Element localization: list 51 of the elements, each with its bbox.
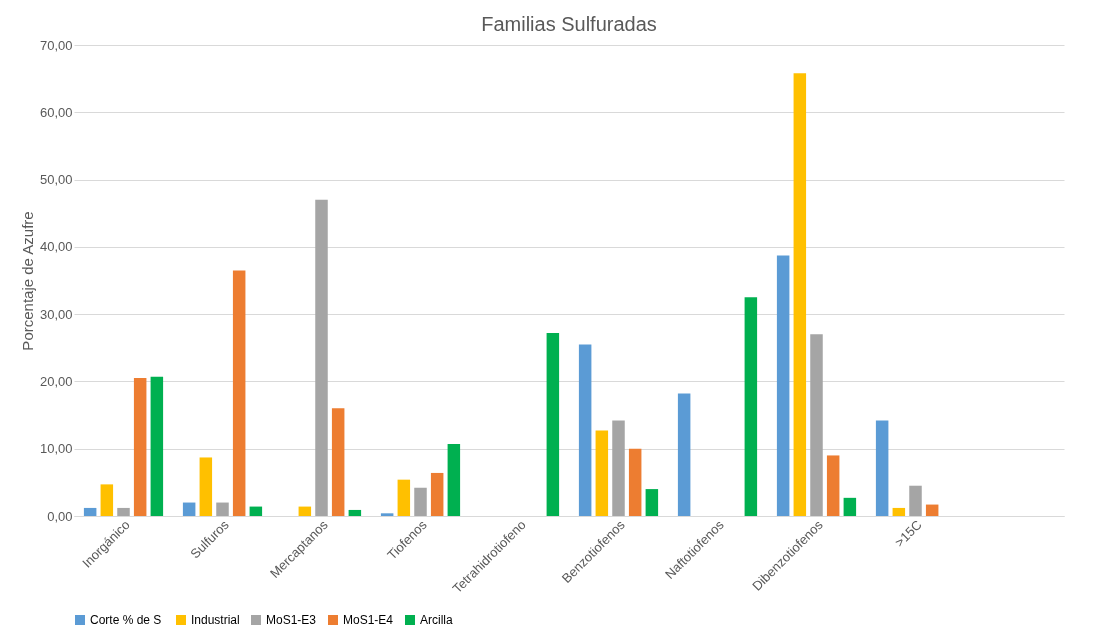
bar: [100, 484, 114, 516]
bar: [249, 506, 263, 516]
bar: [380, 513, 394, 516]
legend-label: MoS1-E3: [266, 613, 317, 627]
bar: [843, 497, 857, 516]
bar: [117, 507, 130, 516]
bar: [909, 485, 922, 516]
bar: [628, 448, 642, 516]
bar: [892, 507, 906, 516]
y-axis-title: Porcentaje de Azufre: [18, 211, 36, 351]
bar: [578, 344, 592, 516]
bar: [447, 444, 461, 516]
y-tick-label: 10,00: [39, 441, 73, 457]
bar: [776, 255, 790, 516]
bar: [744, 297, 758, 516]
bar: [810, 334, 823, 516]
bar: [677, 393, 691, 516]
y-tick-label: 40,00: [39, 239, 73, 255]
bar: [216, 502, 229, 516]
bar: [645, 489, 659, 516]
bar: [150, 376, 164, 516]
bar: [348, 509, 362, 516]
y-tick-label: 20,00: [39, 373, 73, 389]
bar: [232, 270, 246, 516]
bar: [397, 479, 411, 516]
bar: [199, 457, 213, 516]
y-tick-label: 30,00: [39, 306, 73, 322]
bar: [595, 430, 609, 516]
y-tick-label: 50,00: [39, 172, 73, 188]
legend-label: Arcilla: [420, 613, 453, 627]
y-tick-label: 60,00: [39, 104, 73, 120]
chart-title: Familias Sulfuradas: [481, 13, 657, 35]
legend-label: MoS1-E4: [343, 613, 394, 627]
bar: [826, 455, 840, 516]
y-tick-label: 70,00: [39, 37, 73, 53]
bar: [793, 73, 807, 516]
bar: [875, 420, 889, 516]
bar: [612, 420, 625, 516]
bar: [298, 506, 312, 516]
legend-label: Corte % de S: [90, 613, 162, 627]
bar: [414, 487, 427, 516]
bar: [925, 504, 939, 516]
bar: [182, 502, 196, 516]
bar: [546, 332, 560, 516]
bar: [315, 199, 328, 516]
bar: [430, 472, 444, 516]
bar: [331, 408, 345, 516]
bar: [133, 378, 147, 516]
legend-label: Industrial: [191, 613, 240, 627]
bar: [83, 507, 97, 516]
y-tick-label: 0,00: [47, 508, 73, 524]
